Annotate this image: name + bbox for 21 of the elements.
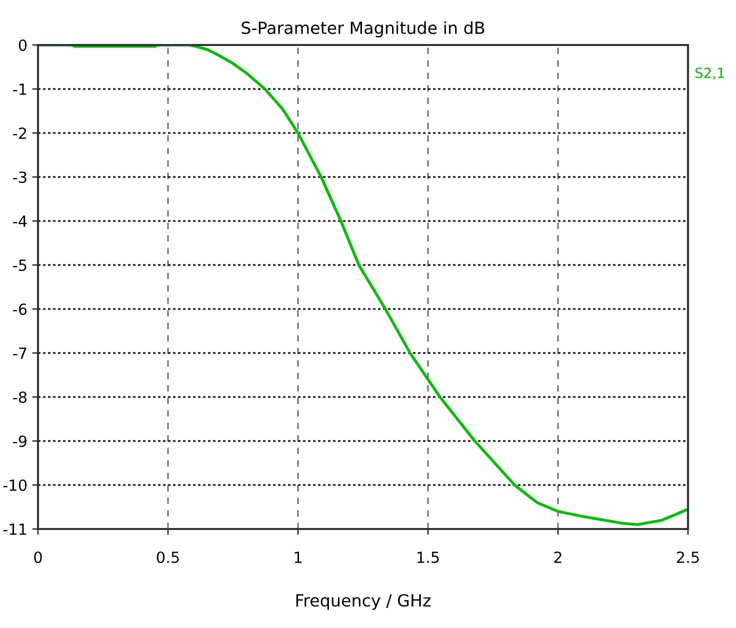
y-tick-label: -11 — [3, 524, 26, 535]
y-tick-label: -3 — [13, 171, 26, 184]
y-tick-label: -5 — [13, 260, 26, 272]
y-tick-label: -1 — [13, 84, 26, 95]
y-tick-label: 0 — [18, 39, 27, 52]
x-tick-label: 1.5 — [418, 552, 439, 564]
y-tick-label: -9 — [13, 435, 27, 448]
y-tick-label: -7 — [13, 348, 26, 359]
y-tick-label: -10 — [3, 479, 27, 492]
x-tick-label: 2.5 — [676, 551, 699, 564]
text: S2,1 — [695, 68, 724, 80]
y-tick-label: -6 — [13, 303, 27, 316]
x-tick-label: 0.5 — [156, 551, 179, 564]
y-tick-label: -2 — [13, 127, 26, 139]
x-tick-label: 2 — [554, 551, 562, 563]
x-tick-label: 0 — [34, 551, 42, 564]
x-tick-label: 1 — [294, 552, 302, 563]
chart-title: S-Parameter Magnitude in dB — [242, 21, 484, 38]
y-tick-label: -8 — [13, 391, 27, 404]
y-tick-label: -4 — [13, 216, 27, 227]
x-axis-title: Frequency / GHz — [296, 594, 431, 610]
